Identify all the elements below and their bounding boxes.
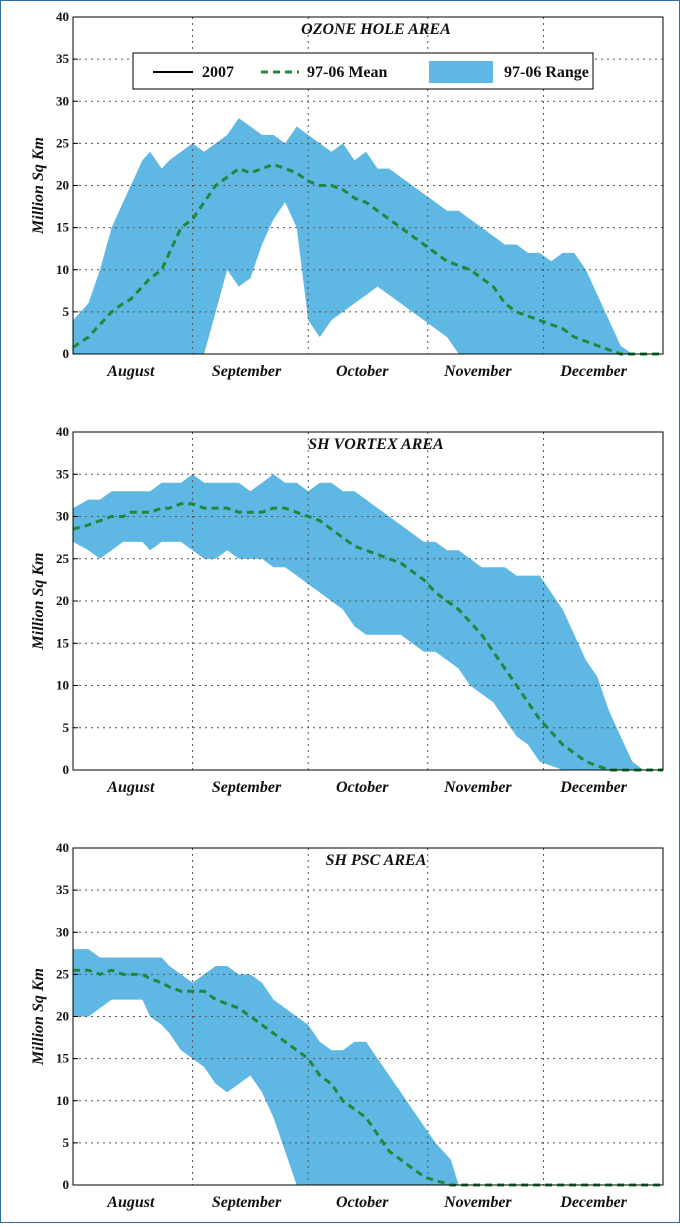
x-month-label: October	[336, 363, 389, 380]
y-tick-label: 5	[63, 1135, 70, 1150]
chart-title: OZONE HOLE AREA	[301, 21, 451, 38]
x-month-label: August	[106, 779, 155, 796]
y-tick-label: 25	[56, 966, 70, 981]
legend-label-range: 97-06 Range	[504, 64, 589, 81]
y-tick-label: 20	[56, 1009, 69, 1024]
x-month-label: September	[212, 363, 282, 380]
y-tick-label: 15	[56, 220, 70, 235]
x-month-label: December	[559, 1194, 627, 1211]
x-month-label: August	[106, 1194, 155, 1211]
x-month-label: August	[106, 363, 155, 380]
y-axis-label: Million Sq Km	[30, 968, 47, 1066]
y-axis-label: Million Sq Km	[30, 137, 47, 235]
y-tick-label: 20	[56, 178, 69, 193]
y-tick-label: 30	[56, 924, 69, 939]
range-area	[73, 118, 663, 354]
x-month-label: October	[336, 1194, 389, 1211]
chart-title: SH PSC AREA	[326, 852, 427, 869]
y-tick-label: 40	[56, 9, 69, 24]
range-area	[73, 474, 663, 770]
x-month-label: September	[212, 1194, 282, 1211]
x-month-label: September	[212, 779, 282, 796]
y-tick-label: 40	[56, 840, 69, 855]
y-tick-label: 5	[63, 304, 70, 319]
y-tick-label: 25	[56, 135, 70, 150]
x-month-label: December	[559, 779, 627, 796]
y-tick-label: 0	[63, 346, 70, 361]
y-tick-label: 10	[56, 262, 69, 277]
chart-panel-2: 0 5 10 15 20 25 30 35 40 August September October No…	[30, 424, 664, 796]
chart-panel-1: 0 5 10 15 20 25 30 35 40 August September October No…	[30, 9, 664, 380]
chart-title: SH VORTEX AREA	[308, 436, 444, 453]
y-tick-label: 40	[56, 424, 69, 439]
y-tick-label: 20	[56, 593, 69, 608]
y-tick-label: 10	[56, 1093, 69, 1108]
x-month-label: October	[336, 779, 389, 796]
y-tick-label: 30	[56, 509, 69, 524]
y-tick-label: 0	[63, 1177, 70, 1192]
x-month-label: December	[559, 363, 627, 380]
legend-range-swatch	[429, 61, 493, 83]
y-tick-label: 35	[56, 882, 70, 897]
y-tick-label: 30	[56, 93, 69, 108]
mean-line	[72, 502, 663, 772]
legend-label-mean: 97-06 Mean	[307, 64, 388, 81]
legend-label-2007: 2007	[202, 64, 234, 81]
y-tick-label: 15	[56, 1051, 70, 1066]
x-month-label: November	[443, 363, 512, 380]
y-tick-label: 5	[63, 720, 70, 735]
y-tick-label: 35	[56, 466, 70, 481]
legend: 2007 97-06 Mean 97-06 Range	[132, 52, 594, 90]
y-tick-label: 0	[63, 762, 70, 777]
x-month-label: November	[443, 1194, 512, 1211]
y-tick-label: 10	[56, 678, 69, 693]
y-axis-label: Million Sq Km	[30, 553, 47, 651]
y-tick-label: 35	[56, 51, 70, 66]
mean-line	[72, 162, 663, 356]
x-month-label: November	[443, 779, 512, 796]
y-tick-label: 25	[56, 551, 70, 566]
range-area	[73, 949, 663, 1185]
y-tick-label: 15	[56, 635, 70, 650]
chart-panel-3: 0 5 10 15 20 25 30 35 40 August September October No…	[30, 840, 664, 1211]
legend-box	[132, 52, 594, 90]
